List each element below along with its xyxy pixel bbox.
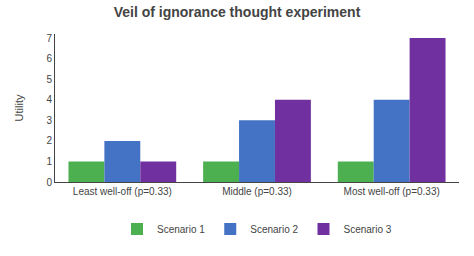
svg-text:Scenario 1: Scenario 1	[157, 224, 205, 235]
svg-text:Most well-off (p=0.33): Most well-off (p=0.33)	[344, 186, 440, 197]
svg-text:2: 2	[46, 135, 52, 146]
svg-text:6: 6	[46, 53, 52, 64]
svg-text:3: 3	[46, 115, 52, 126]
svg-text:Scenario 2: Scenario 2	[250, 224, 298, 235]
svg-text:Veil of ignorance thought expe: Veil of ignorance thought experiment	[114, 4, 361, 20]
svg-text:4: 4	[46, 94, 52, 105]
svg-text:Least well-off (p=0.33): Least well-off (p=0.33)	[73, 186, 172, 197]
svg-text:Middle (p=0.33): Middle (p=0.33)	[222, 186, 292, 197]
svg-text:Utility: Utility	[13, 94, 25, 121]
svg-text:0: 0	[46, 177, 52, 188]
svg-text:1: 1	[46, 156, 52, 167]
svg-text:Scenario 3: Scenario 3	[343, 224, 391, 235]
svg-text:7: 7	[46, 33, 52, 44]
svg-text:5: 5	[46, 74, 52, 85]
